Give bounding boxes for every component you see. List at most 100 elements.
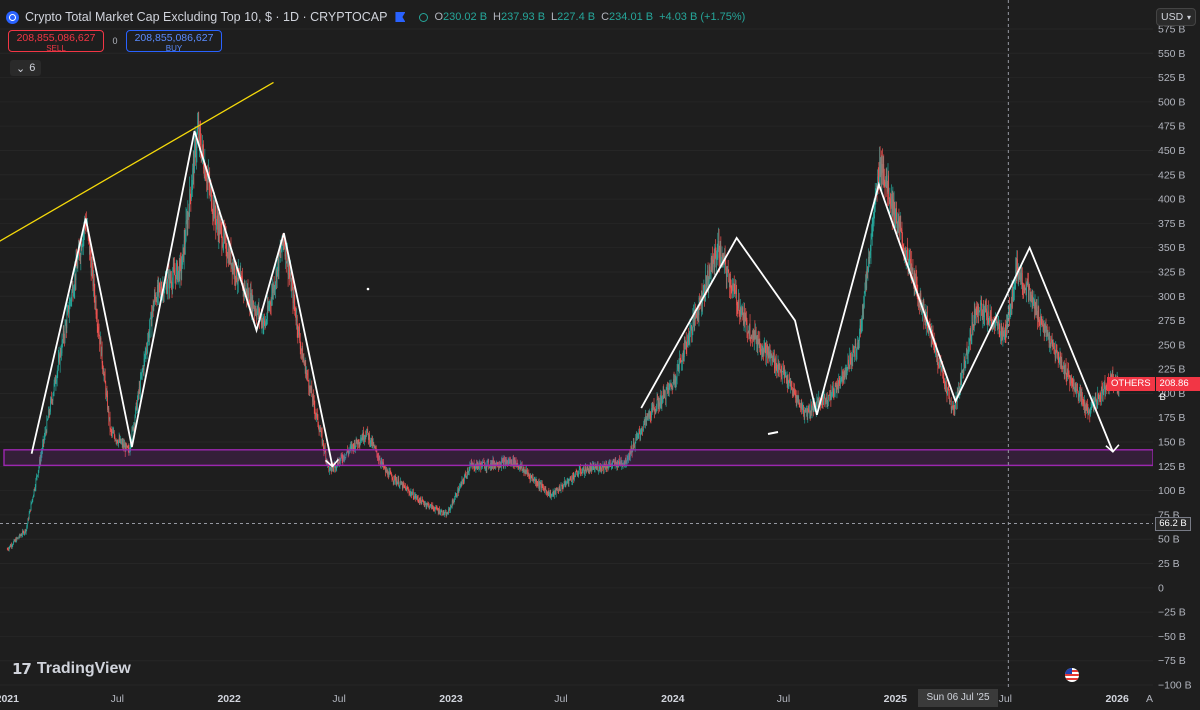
candle-body [429, 506, 431, 508]
sell-button[interactable]: 208,855,086,627 SELL [8, 30, 104, 53]
candle-body [501, 461, 502, 467]
candle-body [171, 280, 172, 286]
candle-body [251, 293, 253, 312]
candle-body [454, 495, 456, 500]
candle-body [806, 411, 807, 413]
candle-body [72, 286, 74, 297]
candle-body [995, 318, 997, 322]
candle-body [90, 250, 91, 261]
indicators-toggle[interactable]: ⌄ 6 [10, 60, 42, 76]
candle-body [702, 290, 704, 301]
candle-body [1099, 394, 1100, 402]
candle-body [8, 547, 10, 550]
candle-body [731, 288, 733, 291]
candle-body [157, 285, 159, 294]
candle-body [234, 264, 235, 277]
candle-body [645, 416, 647, 420]
candle-body [428, 504, 430, 508]
candle-body [99, 334, 101, 345]
candle-body [1007, 314, 1009, 327]
candle-body [67, 309, 68, 315]
candle-body [127, 447, 129, 449]
candle-body [51, 398, 53, 401]
candle-body [204, 165, 206, 176]
candle-body [793, 389, 795, 391]
candle-body [301, 349, 302, 352]
candle-body [264, 321, 266, 327]
candle-body [122, 442, 124, 447]
price-axis[interactable] [1153, 0, 1200, 710]
candle-body [971, 322, 973, 336]
candle-body [265, 321, 267, 323]
candle-body [435, 506, 437, 509]
candle-body [791, 386, 792, 390]
candle-body [285, 243, 287, 263]
candle-body [836, 385, 838, 392]
candle-body [877, 176, 879, 178]
buy-button[interactable]: 208,855,086,627 BUY [126, 30, 222, 53]
candle-body [287, 255, 289, 275]
candle-body [916, 277, 917, 287]
candle-body [1047, 334, 1049, 336]
candle-body [473, 463, 474, 465]
flag-icon[interactable] [395, 12, 406, 22]
symbol-title[interactable]: Crypto Total Market Cap Excluding Top 10… [25, 10, 388, 24]
candle-body [484, 467, 486, 469]
candle-body [368, 434, 370, 440]
candle-body [924, 318, 925, 320]
candle-body [474, 468, 476, 470]
candle-body [414, 496, 415, 499]
candle-body [595, 467, 597, 469]
candle-body [1088, 410, 1090, 414]
candle-body [537, 484, 539, 486]
candle-body [297, 329, 299, 335]
candle-body [801, 402, 803, 412]
candle-body [293, 293, 294, 304]
time-tick-label: A [1146, 693, 1153, 705]
market-status-icon[interactable] [419, 12, 429, 22]
candle-body [985, 308, 987, 310]
candle-body [427, 503, 429, 505]
candle-body [808, 409, 809, 411]
candle-body [315, 413, 316, 415]
time-axis[interactable] [0, 687, 1153, 710]
candle-body [761, 348, 762, 352]
candle-body [507, 460, 508, 464]
candle-body [48, 410, 49, 419]
candle-body [433, 507, 435, 510]
candle-body [626, 459, 628, 463]
currency-select[interactable]: USD ▾ [1156, 8, 1196, 26]
candle-body [73, 292, 74, 297]
candle-body [768, 351, 770, 358]
candle-body [14, 540, 15, 542]
candle-body [586, 466, 588, 472]
candle-body [369, 434, 370, 444]
candle-body [990, 316, 992, 325]
candle-body [1112, 374, 1114, 378]
candle-body [698, 307, 699, 316]
ohlc-change: +4.03 B (+1.75%) [659, 11, 746, 23]
us-flag-icon[interactable] [1065, 668, 1079, 682]
candle-body [749, 324, 751, 339]
candle-body [318, 427, 320, 432]
candle-body [1104, 382, 1106, 393]
candle-body [770, 356, 772, 359]
candle-body [280, 250, 282, 253]
candle-body [344, 457, 345, 459]
candle-body [561, 484, 563, 487]
candle-body [849, 355, 851, 366]
candle-body [967, 354, 968, 357]
price-tick-label: 250 B [1158, 339, 1185, 351]
candle-body [357, 442, 358, 445]
candle-body [798, 399, 800, 403]
time-tick-label: Jul [332, 693, 345, 705]
candle-body [781, 373, 782, 376]
candle-body [581, 473, 583, 474]
candle-body [584, 467, 586, 473]
candle-body [794, 390, 795, 394]
candle-body [247, 290, 248, 298]
candle-body [822, 398, 823, 404]
candle-body [750, 338, 751, 340]
candle-body [133, 423, 135, 425]
